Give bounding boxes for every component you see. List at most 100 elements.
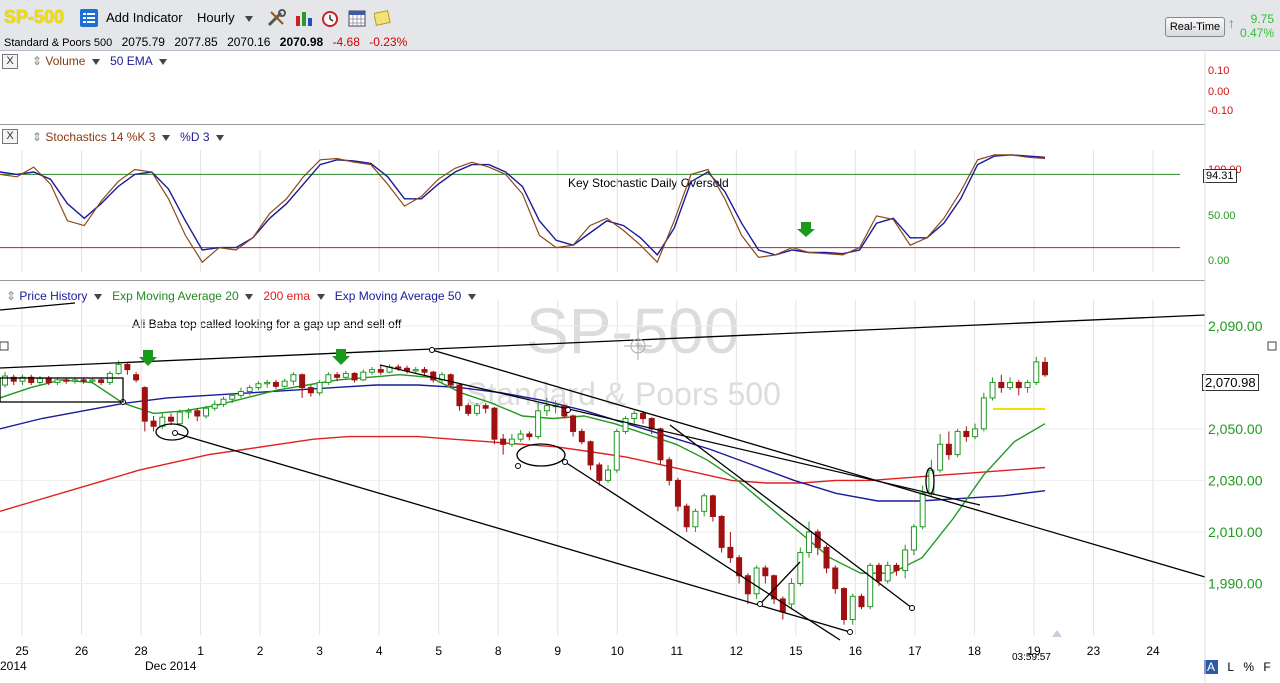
candle-body [596, 464, 603, 481]
alarm-clock-icon[interactable] [321, 9, 339, 32]
trend-line [759, 561, 801, 605]
x-tick-label: 16 [849, 644, 863, 658]
candle-body [176, 411, 183, 425]
stoch-d-label[interactable]: %D 3 [180, 130, 210, 144]
list-icon[interactable] [80, 9, 98, 32]
candle-body [762, 567, 769, 577]
ema20-label[interactable]: Exp Moving Average 20 [112, 289, 239, 303]
chevron-down-icon[interactable] [94, 294, 103, 300]
candle-body [299, 374, 306, 389]
chevron-down-icon[interactable] [158, 59, 167, 65]
candle-body [1007, 381, 1014, 389]
x-tick-label: 15 [789, 644, 803, 658]
calendar-grid-icon[interactable] [348, 9, 366, 32]
candle-body [115, 363, 122, 374]
scale-a-button[interactable]: A [1204, 660, 1219, 674]
gap-ellipse [155, 423, 189, 441]
volume-pane-header: ⇕ Volume 50 EMA [32, 54, 167, 68]
candle-body [28, 376, 35, 383]
quote-low: 2070.16 [227, 35, 271, 49]
candle-body [753, 567, 760, 595]
candle-body [237, 390, 244, 396]
scroll-handle-icon [0, 341, 9, 351]
trend-line [379, 364, 981, 506]
scale-l-button[interactable]: L [1227, 660, 1235, 674]
pane-divider[interactable] [0, 280, 1205, 281]
toolbar: SP-500 Add Indicator Hourly Standard & P… [0, 0, 1280, 51]
chevron-down-icon[interactable] [162, 135, 171, 141]
stoch-label[interactable]: Stochastics 14 %K 3 [45, 130, 156, 144]
scale-pct-button[interactable]: % [1243, 660, 1255, 674]
stoch-close-button[interactable]: X [2, 129, 18, 144]
watermark-symbol: SP-500 [526, 295, 740, 367]
volume-close-button[interactable]: X [2, 54, 18, 69]
drag-handle-icon[interactable]: ⇕ [6, 289, 17, 303]
volume-tick-top: 0.10 [1208, 65, 1230, 77]
price-history-label[interactable]: Price History [19, 289, 88, 303]
down-arrow-icon [332, 349, 350, 365]
volume-ema-label[interactable]: 50 EMA [110, 54, 153, 68]
trend-anchor [562, 459, 568, 465]
chevron-down-icon[interactable] [316, 294, 325, 300]
candle-body [377, 369, 384, 373]
ema200-line [0, 435, 1046, 512]
chevron-down-icon[interactable] [216, 135, 225, 141]
chevron-down-icon[interactable] [245, 294, 254, 300]
up-arrow-icon: ↑ [1228, 15, 1235, 31]
trend-anchor [847, 629, 853, 635]
candle-body [779, 598, 786, 613]
candle-body [220, 398, 227, 405]
period-dropdown[interactable]: Hourly [197, 10, 254, 25]
candle-body [45, 378, 52, 383]
candle-body [709, 495, 716, 517]
candle-body [369, 369, 376, 373]
x-tick-label: 1 [197, 644, 204, 658]
candle-body [849, 595, 856, 621]
chevron-down-icon[interactable] [92, 59, 101, 65]
candle-body [19, 376, 26, 382]
candle-body [945, 443, 952, 456]
scale-f-button[interactable]: F [1263, 660, 1271, 674]
candle-body [631, 412, 638, 420]
candle-body [2, 375, 8, 386]
candle-body [893, 564, 900, 572]
symbol-label[interactable]: SP-500 [4, 7, 65, 27]
bar-chart-icon[interactable] [295, 10, 313, 31]
candle-body [168, 416, 175, 422]
quote-change-pct: -0.23% [369, 35, 408, 49]
candle-body [727, 546, 734, 559]
candle-body [351, 372, 358, 381]
chevron-down-icon[interactable] [467, 294, 476, 300]
tools-icon[interactable] [267, 9, 287, 32]
ema200-label[interactable]: 200 ema [263, 289, 311, 303]
trend-anchor [565, 407, 571, 413]
trend-anchor [757, 601, 763, 607]
x-tick-label: 4 [376, 644, 383, 658]
volume-tick-mid: 0.00 [1208, 86, 1230, 98]
candle-body [421, 369, 428, 373]
ali-baba-annotation: Ali Baba top called looking for a gap up… [132, 317, 402, 331]
candle-body [954, 430, 961, 456]
x-tick-label: 5 [435, 644, 442, 658]
candle-body [80, 379, 87, 382]
candle-body [360, 371, 367, 381]
ema50-label[interactable]: Exp Moving Average 50 [334, 289, 462, 303]
realtime-change-points: 9.75 [1250, 12, 1275, 26]
volume-tick-bot: -0.10 [1208, 105, 1234, 117]
notes-icon[interactable] [373, 10, 392, 31]
drag-handle-icon[interactable]: ⇕ [32, 54, 43, 68]
realtime-button[interactable]: Real-Time [1165, 17, 1225, 37]
add-indicator-button[interactable]: Add Indicator [106, 10, 183, 25]
candle-body [325, 374, 332, 383]
drag-handle-icon[interactable]: ⇕ [32, 130, 43, 144]
candle-body [666, 459, 673, 481]
candle-body [963, 430, 970, 438]
candle-body [465, 405, 472, 414]
x-sub-label: 2014 [0, 659, 27, 673]
volume-label[interactable]: Volume [45, 54, 86, 68]
candle-body [683, 505, 690, 528]
down-arrow-icon [797, 222, 815, 237]
candle-body [718, 515, 725, 548]
pane-divider[interactable] [0, 124, 1205, 125]
